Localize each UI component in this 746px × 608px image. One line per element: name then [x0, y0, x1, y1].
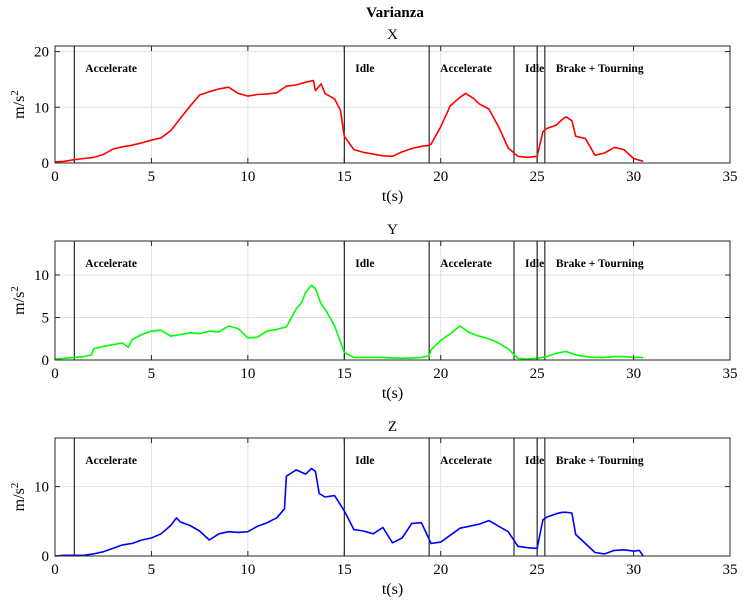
x-tick-label: 15 — [337, 562, 352, 578]
panel-title-y: Y — [387, 222, 398, 238]
figure-title: Varianza — [366, 5, 424, 21]
y-axis-label-unit: m/s — [11, 488, 28, 511]
x-tick-label: 0 — [51, 169, 59, 185]
x-tick-label: 10 — [240, 366, 255, 382]
x-tick-label: 0 — [51, 366, 59, 382]
x-tick-label: 30 — [626, 366, 641, 382]
segment-label: Brake + Tourning — [556, 63, 644, 75]
x-tick-label: 25 — [530, 169, 545, 185]
segment-label: Accelerate — [440, 63, 492, 75]
axes-box-z — [54, 437, 731, 557]
panel-x: Accelerate Idle Accelerate Idle Brake + Tour… — [9, 27, 738, 205]
series-line-y — [54, 284, 644, 360]
y-axis-label-x: m/s2 — [9, 90, 28, 119]
series-line-x — [54, 79, 644, 163]
y-axis-label-z: m/s2 — [9, 483, 28, 512]
y-axis-label-exponent: 2 — [9, 483, 21, 489]
y-tick-label: 10 — [34, 100, 49, 116]
axes-box-x — [54, 45, 731, 164]
segment-label: Accelerate — [85, 63, 137, 75]
x-axis-label-z: t(s) — [382, 581, 403, 598]
y-tick-label: 20 — [34, 45, 49, 61]
x-tick-label: 5 — [148, 562, 156, 578]
x-tick-label: 15 — [337, 169, 352, 185]
x-axis-label-x: t(s) — [382, 188, 403, 205]
x-tick-label: 30 — [626, 562, 641, 578]
x-tick-label: 35 — [723, 169, 738, 185]
y-tick-label: 5 — [42, 311, 50, 327]
x-tick-label: 25 — [530, 366, 545, 382]
plot-area-y — [55, 241, 730, 360]
segment-label: Accelerate — [440, 455, 492, 467]
segment-label: Accelerate — [440, 258, 492, 270]
x-tick-label: 5 — [148, 366, 156, 382]
x-tick-label: 25 — [530, 562, 545, 578]
segment-label: Idle — [525, 63, 544, 75]
y-axis-label-unit: m/s — [11, 96, 28, 119]
segment-label: Idle — [355, 258, 374, 270]
y-axis-label-y: m/s2 — [9, 286, 28, 315]
segment-label: Accelerate — [85, 455, 137, 467]
plot-area-z — [55, 438, 730, 556]
y-tick-label: 10 — [34, 268, 49, 284]
x-tick-label: 10 — [240, 562, 255, 578]
y-tick-label: 0 — [42, 549, 50, 565]
series-line-z — [54, 467, 644, 557]
segment-label: Idle — [525, 258, 544, 270]
segment-label: Idle — [525, 455, 544, 467]
y-tick-label: 0 — [42, 353, 50, 369]
y-tick-label: 10 — [34, 480, 49, 496]
y-axis-label-exponent: 2 — [9, 286, 21, 292]
plot-area-x — [55, 46, 730, 163]
segment-label: Idle — [355, 63, 374, 75]
y-tick-label: 0 — [42, 156, 50, 172]
x-tick-label: 0 — [51, 562, 59, 578]
x-tick-label: 20 — [433, 366, 448, 382]
panel-title-x: X — [387, 27, 398, 43]
segment-label: Brake + Tourning — [556, 258, 644, 270]
panel-title-z: Z — [388, 419, 397, 435]
x-tick-label: 35 — [723, 366, 738, 382]
panel-z: Accelerate Idle Accelerate Idle Brake + Tour… — [9, 419, 738, 598]
x-tick-label: 20 — [433, 562, 448, 578]
x-tick-label: 5 — [148, 169, 156, 185]
segment-label: Idle — [355, 455, 374, 467]
panel-y: Accelerate Idle Accelerate Idle Brake + Tour… — [9, 222, 738, 402]
x-tick-label: 10 — [240, 169, 255, 185]
axes-box-y — [54, 240, 731, 361]
x-tick-label: 35 — [723, 562, 738, 578]
segment-label: Accelerate — [85, 258, 137, 270]
y-axis-label-unit: m/s — [11, 292, 28, 315]
x-tick-label: 20 — [433, 169, 448, 185]
x-axis-label-y: t(s) — [382, 385, 403, 402]
segment-label: Brake + Tourning — [556, 455, 644, 467]
x-tick-label: 30 — [626, 169, 641, 185]
x-tick-label: 15 — [337, 366, 352, 382]
y-axis-label-exponent: 2 — [9, 90, 21, 96]
